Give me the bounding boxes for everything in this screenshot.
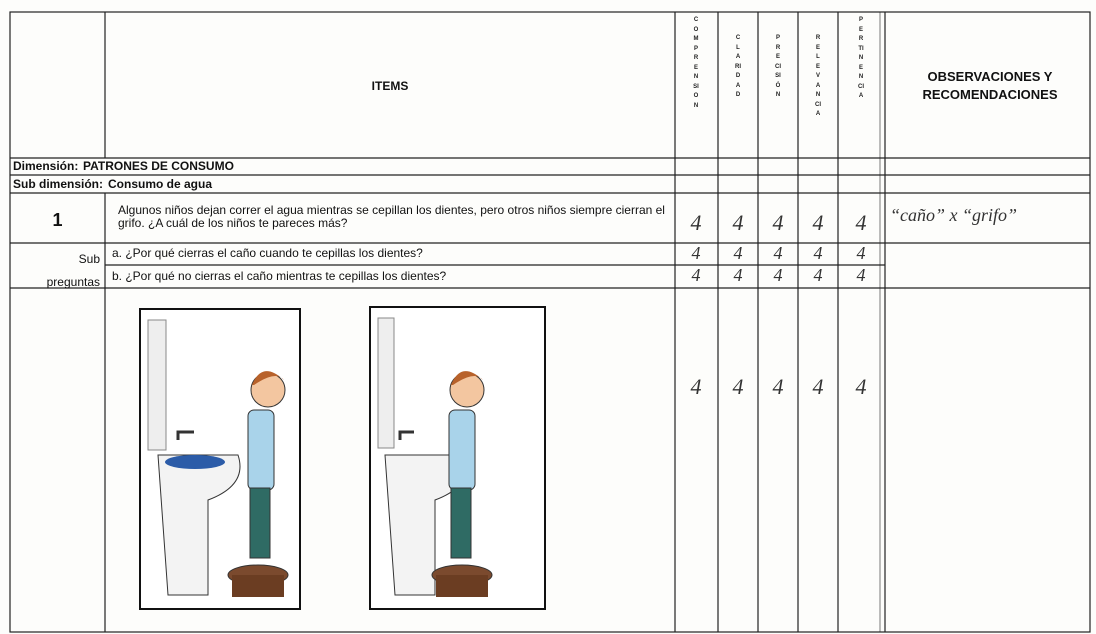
observations-label: OBSERVACIONES Y RECOMENDACIONES bbox=[922, 69, 1058, 102]
illustration-right bbox=[369, 306, 546, 610]
criterion-label: COMPRENSION bbox=[693, 17, 699, 109]
score: 4 bbox=[813, 265, 823, 285]
score: 4 bbox=[812, 374, 824, 399]
score: 4 bbox=[732, 210, 744, 235]
score: 4 bbox=[733, 243, 743, 263]
items-label: ITEMS bbox=[371, 79, 409, 93]
score: 4 bbox=[690, 374, 702, 399]
score: 4 bbox=[772, 374, 784, 399]
illustration-left bbox=[139, 308, 301, 610]
sub-questions-label: Sub preguntas bbox=[46, 252, 100, 289]
sub-dimension-value: Consumo de agua bbox=[108, 177, 213, 191]
score: 4 bbox=[773, 265, 783, 285]
score: 4 bbox=[856, 265, 866, 285]
dimension-value: PATRONES DE CONSUMO bbox=[83, 159, 234, 173]
score: 4 bbox=[856, 243, 866, 263]
score: 4 bbox=[772, 210, 784, 235]
criterion-label: CLARIDAD bbox=[735, 35, 741, 98]
observation: “caño” x “grifo” bbox=[890, 205, 1018, 225]
sub-question: a. ¿Por qué cierras el caño cuando te ce… bbox=[112, 246, 423, 260]
score: 4 bbox=[691, 265, 701, 285]
score: 4 bbox=[855, 374, 867, 399]
dimension-label: Dimensión: bbox=[13, 159, 79, 173]
score: 4 bbox=[855, 210, 867, 235]
score: 4 bbox=[691, 243, 701, 263]
score: 4 bbox=[732, 374, 744, 399]
score: 4 bbox=[773, 243, 783, 263]
item-text: Algunos niños dejan correr el agua mient… bbox=[118, 203, 665, 230]
sub-question: b. ¿Por qué no cierras el caño mientras … bbox=[112, 269, 447, 283]
score: 4 bbox=[690, 210, 702, 235]
sub-dimension-label: Sub dimensión: bbox=[13, 177, 103, 191]
criterion-label: PRECISIÓN bbox=[775, 35, 781, 98]
score: 4 bbox=[813, 243, 823, 263]
score: 4 bbox=[812, 210, 824, 235]
score: 4 bbox=[733, 265, 743, 285]
criterion-label: RELEVANCIA bbox=[815, 35, 821, 117]
item-number: 1 bbox=[52, 210, 63, 230]
criterion-label: PERTINENCIA bbox=[858, 17, 864, 99]
